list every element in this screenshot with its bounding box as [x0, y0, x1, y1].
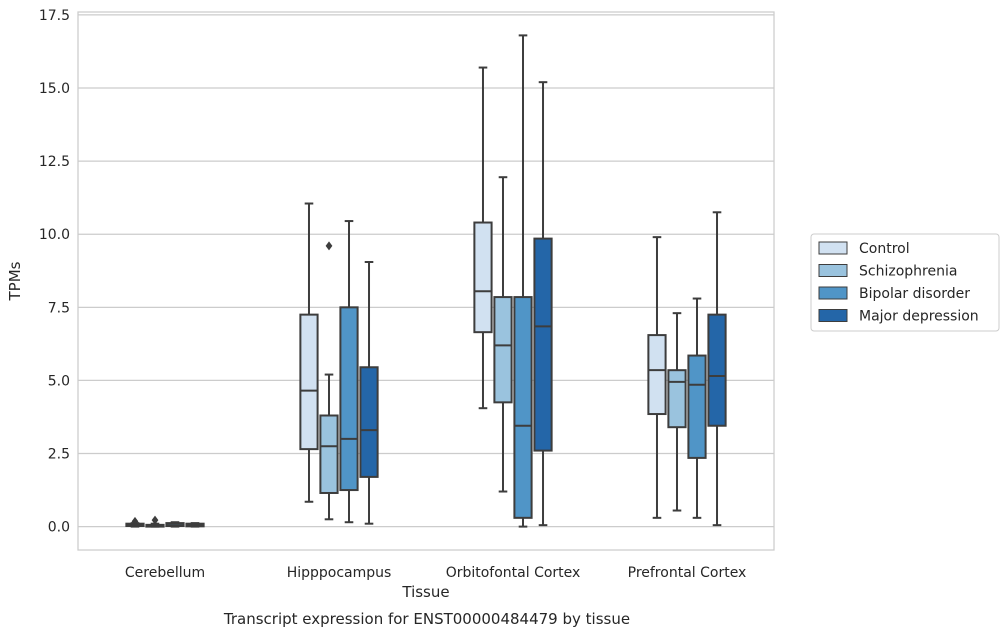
- y-tick-label: 10.0: [39, 227, 70, 243]
- box-major-depression: [359, 260, 379, 525]
- y-tick-label: 12.5: [39, 154, 70, 170]
- plot-frame: [77, 11, 775, 551]
- y-tick-labels: 0.0 2.5 5.0 7.5 10.0 12.5 15.0 17.5: [39, 8, 70, 536]
- x-tick-label: Prefrontal Cortex: [628, 565, 747, 581]
- box-iqr: [513, 296, 533, 519]
- box-bipolar-disorder: [513, 34, 533, 528]
- box-control: [647, 236, 667, 519]
- y-tick-label: 17.5: [39, 8, 70, 24]
- legend-swatch: [818, 241, 848, 255]
- legend-swatch: [818, 286, 848, 300]
- boxes: [125, 34, 727, 528]
- x-tick-label: Orbitofontal Cortex: [446, 565, 581, 581]
- box-schizophrenia: [319, 241, 339, 521]
- legend-label: Major depression: [859, 309, 979, 325]
- box-bipolar-disorder: [339, 220, 359, 524]
- box-iqr: [299, 313, 319, 451]
- box-major-depression: [707, 211, 727, 527]
- box-schizophrenia: [667, 312, 687, 512]
- box-iqr: [493, 296, 513, 404]
- box-major-depression: [533, 81, 553, 527]
- x-tick-labels: Cerebellum Hipppocampus Orbitofontal Corte…: [125, 565, 746, 581]
- box-iqr: [647, 334, 667, 416]
- box-schizophrenia: [493, 176, 513, 493]
- legend: Control Schizophrenia Bipolar disorder Majo…: [810, 233, 1000, 332]
- y-tick-label: 15.0: [39, 81, 70, 97]
- legend-swatch: [818, 309, 848, 322]
- box-iqr: [339, 306, 359, 492]
- y-axis-label: TPMs: [6, 261, 24, 301]
- chart-caption: Transcript expression for ENST0000048447…: [223, 610, 630, 628]
- box-control: [299, 202, 319, 503]
- outlier-point: [151, 515, 159, 525]
- legend-label: Bipolar disorder: [859, 286, 970, 302]
- box-schizophrenia: [145, 515, 165, 528]
- outlier-point: [325, 241, 333, 251]
- grid-lines: [78, 14, 774, 528]
- legend-swatch: [818, 264, 848, 277]
- box-control: [473, 66, 493, 410]
- outlier-point: [131, 516, 139, 526]
- box-iqr: [319, 414, 339, 494]
- y-tick-label: 7.5: [48, 300, 70, 316]
- box-iqr: [473, 221, 493, 334]
- x-axis-label: Tissue: [401, 583, 449, 601]
- box-control: [125, 516, 145, 528]
- x-tick-label: Hipppocampus: [287, 565, 392, 581]
- y-tick-label: 2.5: [48, 447, 70, 463]
- box-major-depression: [185, 522, 205, 528]
- x-tick-label: Cerebellum: [125, 565, 205, 581]
- box-iqr: [707, 313, 727, 427]
- box-iqr: [687, 354, 707, 459]
- box-iqr: [667, 369, 687, 429]
- y-tick-label: 0.0: [48, 520, 70, 536]
- y-tick-label: 5.0: [48, 373, 70, 389]
- legend-label: Schizophrenia: [859, 264, 957, 280]
- box-iqr: [359, 366, 379, 478]
- legend-frame: [810, 233, 1000, 332]
- box-bipolar-disorder: [165, 521, 185, 528]
- legend-label: Control: [859, 241, 910, 257]
- box-bipolar-disorder: [687, 297, 707, 519]
- box-iqr: [533, 237, 553, 452]
